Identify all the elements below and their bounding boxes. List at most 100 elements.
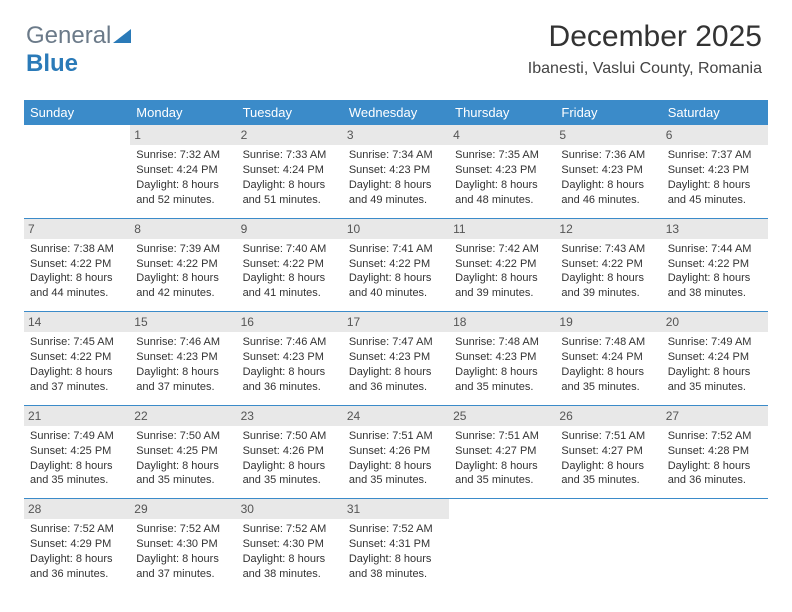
calendar-cell: 9Sunrise: 7:40 AMSunset: 4:22 PMDaylight… — [237, 218, 343, 312]
day-number: 21 — [24, 406, 130, 426]
calendar-cell: 11Sunrise: 7:42 AMSunset: 4:22 PMDayligh… — [449, 218, 555, 312]
day-number: 16 — [237, 312, 343, 332]
calendar-cell: 25Sunrise: 7:51 AMSunset: 4:27 PMDayligh… — [449, 405, 555, 499]
calendar-cell: 30Sunrise: 7:52 AMSunset: 4:30 PMDayligh… — [237, 499, 343, 592]
calendar-row: 7Sunrise: 7:38 AMSunset: 4:22 PMDaylight… — [24, 218, 768, 312]
calendar-cell — [449, 499, 555, 592]
calendar-cell: 7 Sunrise: 7:38 AMSunset: 4:22 PMDaylight… — [24, 218, 130, 312]
daylight-line: Daylight: 8 hours and 37 minutes. — [136, 365, 230, 395]
day-number: 8 — [130, 219, 236, 239]
daylight-line: Daylight: 8 hours and 35 minutes. — [136, 459, 230, 489]
weekday-header: Tuesday — [237, 100, 343, 125]
calendar-cell: 29Sunrise: 7:52 AMSunset: 4:30 PMDayligh… — [130, 499, 236, 592]
brand-logo: General Blue — [26, 22, 131, 78]
day-number: 17 — [343, 312, 449, 332]
weekday-header: Sunday — [24, 100, 130, 125]
sunrise-line: Sunrise: 7:37 AM — [668, 148, 762, 163]
calendar-cell: 5Sunrise: 7:36 AMSunset: 4:23 PMDaylight… — [555, 125, 661, 218]
brand-text-2: Blue — [26, 50, 78, 77]
month-title: December 2025 — [528, 20, 762, 54]
calendar-cell: 22Sunrise: 7:50 AMSunset: 4:25 PMDayligh… — [130, 405, 236, 499]
calendar-cell: 31Sunrise: 7:52 AMSunset: 4:31 PMDayligh… — [343, 499, 449, 592]
sunrise-line: Sunrise: 7:52 AM — [243, 522, 337, 537]
sunset-line: Sunset: 4:22 PM — [243, 257, 337, 272]
day-number: 25 — [449, 406, 555, 426]
sunrise-line: Sunrise: 7:51 AM — [561, 429, 655, 444]
sunset-line: Sunset: 4:23 PM — [243, 350, 337, 365]
sunset-line: Sunset: 4:23 PM — [349, 163, 443, 178]
daylight-line: Daylight: 8 hours and 52 minutes. — [136, 178, 230, 208]
sunset-line: Sunset: 4:22 PM — [455, 257, 549, 272]
daylight-line: Daylight: 8 hours and 40 minutes. — [349, 271, 443, 301]
day-number: 27 — [662, 406, 768, 426]
daylight-line: Daylight: 8 hours and 36 minutes. — [30, 552, 124, 582]
sunset-line: Sunset: 4:26 PM — [349, 444, 443, 459]
sunset-line: Sunset: 4:26 PM — [243, 444, 337, 459]
day-number: 7 — [24, 219, 130, 239]
day-number: 3 — [343, 125, 449, 145]
calendar-cell: 20Sunrise: 7:49 AMSunset: 4:24 PMDayligh… — [662, 312, 768, 406]
sunrise-line: Sunrise: 7:47 AM — [349, 335, 443, 350]
sunrise-line: Sunrise: 7:51 AM — [455, 429, 549, 444]
calendar-cell: 19Sunrise: 7:48 AMSunset: 4:24 PMDayligh… — [555, 312, 661, 406]
sunrise-line: Sunrise: 7:41 AM — [349, 242, 443, 257]
calendar-cell: 1Sunrise: 7:32 AMSunset: 4:24 PMDaylight… — [130, 125, 236, 218]
sunset-line: Sunset: 4:22 PM — [668, 257, 762, 272]
day-number: 18 — [449, 312, 555, 332]
calendar-cell: 16Sunrise: 7:46 AMSunset: 4:23 PMDayligh… — [237, 312, 343, 406]
sunset-line: Sunset: 4:24 PM — [243, 163, 337, 178]
daylight-line: Daylight: 8 hours and 46 minutes. — [561, 178, 655, 208]
calendar-cell: 18Sunrise: 7:48 AMSunset: 4:23 PMDayligh… — [449, 312, 555, 406]
sunrise-line: Sunrise: 7:52 AM — [349, 522, 443, 537]
daylight-line: Daylight: 8 hours and 48 minutes. — [455, 178, 549, 208]
day-number: 13 — [662, 219, 768, 239]
weekday-header: Wednesday — [343, 100, 449, 125]
calendar-cell — [24, 125, 130, 218]
calendar-row: 1Sunrise: 7:32 AMSunset: 4:24 PMDaylight… — [24, 125, 768, 218]
sunset-line: Sunset: 4:30 PM — [243, 537, 337, 552]
calendar-row: 28 Sunrise: 7:52 AM Sunset: 4:29 PMDayligh… — [24, 499, 768, 592]
daylight-line: Daylight: 8 hours and 45 minutes. — [668, 178, 762, 208]
sunset-line: Sunset: 4:30 PM — [136, 537, 230, 552]
day-number: 15 — [130, 312, 236, 332]
sunrise-line: Sunrise: 7:38 AM — [30, 242, 124, 257]
sunset-line: Sunset: 4:27 PM — [561, 444, 655, 459]
sunrise-line: Sunrise: 7:50 AM — [136, 429, 230, 444]
calendar-cell: 27Sunrise: 7:52 AMSunset: 4:28 PMDayligh… — [662, 405, 768, 499]
sunset-line: Sunset: 4:23 PM — [455, 163, 549, 178]
daylight-line: Daylight: 8 hours and 35 minutes. — [561, 459, 655, 489]
sunrise-line: Sunrise: 7:50 AM — [243, 429, 337, 444]
day-number: 26 — [555, 406, 661, 426]
sunset-line: Sunset: 4:22 PM — [30, 257, 124, 272]
calendar-cell — [555, 499, 661, 592]
day-number: 23 — [237, 406, 343, 426]
day-number: 4 — [449, 125, 555, 145]
sunset-line: Sunset: 4:23 PM — [455, 350, 549, 365]
day-number: 28 — [24, 499, 130, 519]
day-number: 5 — [555, 125, 661, 145]
sunset-line: Sunset: 4:22 PM — [561, 257, 655, 272]
weekday-header: Saturday — [662, 100, 768, 125]
sunrise-line: Sunrise: 7:32 AM — [136, 148, 230, 163]
sunrise-line: Sunrise: 7:49 AM — [30, 429, 124, 444]
sunset-line: Sunset: 4:23 PM — [136, 350, 230, 365]
sunrise-line: Sunrise: 7:42 AM — [455, 242, 549, 257]
calendar-cell: 26 Sunrise: 7:51 AMSunset: 4:27 PMDayligh… — [555, 405, 661, 499]
weekday-header: Monday — [130, 100, 236, 125]
day-number: 2 — [237, 125, 343, 145]
calendar-cell: 6Sunrise: 7:37 AMSunset: 4:23 PMDaylight… — [662, 125, 768, 218]
daylight-line: Daylight: 8 hours and 51 minutes. — [243, 178, 337, 208]
calendar-cell — [662, 499, 768, 592]
calendar-cell: 17Sunrise: 7:47 AMSunset: 4:23 PMDayligh… — [343, 312, 449, 406]
daylight-line: Daylight: 8 hours and 44 minutes. — [30, 271, 124, 301]
sunset-line: Sunset: 4:22 PM — [349, 257, 443, 272]
sunset-line: Sunset: 4:23 PM — [349, 350, 443, 365]
sunrise-line: Sunrise: 7:34 AM — [349, 148, 443, 163]
sunset-line: Sunset: 4:22 PM — [136, 257, 230, 272]
calendar-cell: 28Sunrise: 7:52 AMSunset: 4:29 PMDayligh… — [24, 499, 130, 592]
calendar-cell: 24Sunrise: 7:51 AMSunset: 4:26 PMDayligh… — [343, 405, 449, 499]
sunset-line: Sunset: 4:29 PM — [30, 537, 124, 552]
calendar-row: 14Sunrise: 7:45 AMSunset: 4:22 PMDayligh… — [24, 312, 768, 406]
daylight-line: Daylight: 8 hours and 35 minutes. — [455, 365, 549, 395]
calendar-cell: 13Sunrise: 7:44 AMSunset: 4:22 PMDayligh… — [662, 218, 768, 312]
